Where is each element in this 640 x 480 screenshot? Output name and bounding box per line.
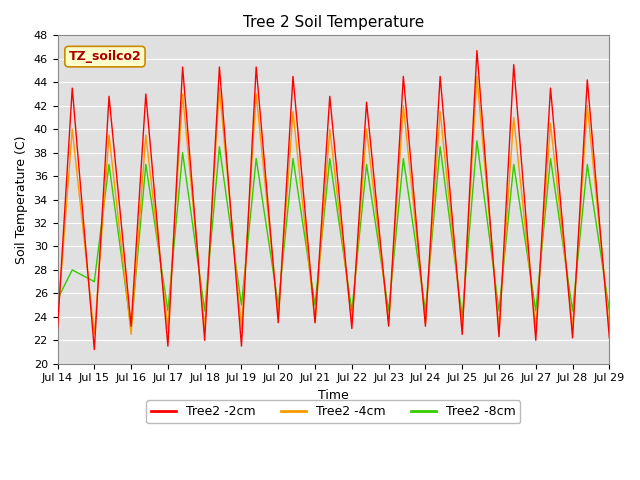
Text: TZ_soilco2: TZ_soilco2 bbox=[68, 50, 141, 63]
Legend: Tree2 -2cm, Tree2 -4cm, Tree2 -8cm: Tree2 -2cm, Tree2 -4cm, Tree2 -8cm bbox=[147, 400, 520, 423]
X-axis label: Time: Time bbox=[318, 389, 349, 402]
Title: Tree 2 Soil Temperature: Tree 2 Soil Temperature bbox=[243, 15, 424, 30]
Y-axis label: Soil Temperature (C): Soil Temperature (C) bbox=[15, 135, 28, 264]
